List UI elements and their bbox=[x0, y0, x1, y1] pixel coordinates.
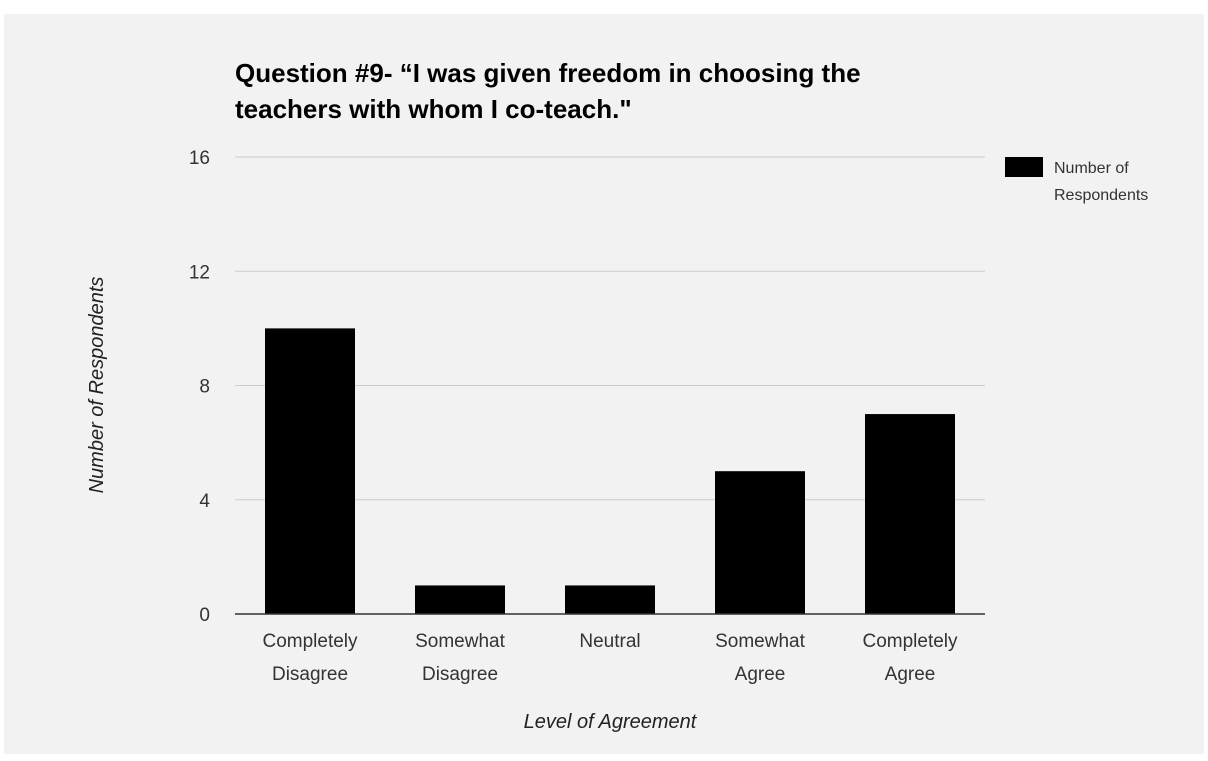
x-tick-label-line: Somewhat bbox=[415, 631, 505, 652]
chart-title: Question #9- “I was given freedom in cho… bbox=[235, 55, 995, 127]
bar bbox=[415, 585, 505, 614]
chart-title-line-2: teachers with whom I co-teach." bbox=[235, 94, 632, 124]
y-tick-label: 16 bbox=[189, 148, 210, 169]
x-tick-label-line: Agree bbox=[885, 664, 936, 685]
legend-label-line-1: Number of bbox=[1054, 160, 1129, 177]
y-tick-label: 8 bbox=[199, 377, 210, 398]
x-tick-label-line: Disagree bbox=[272, 664, 348, 685]
gridlines bbox=[235, 156, 985, 501]
x-axis-title: Level of Agreement bbox=[524, 711, 698, 733]
bar bbox=[565, 585, 655, 614]
x-tick-label-line: Somewhat bbox=[715, 631, 805, 652]
x-tick-label: Completely Disagree bbox=[262, 631, 358, 685]
bars bbox=[265, 328, 955, 614]
legend-swatch bbox=[1005, 157, 1043, 177]
x-tick-label-line: Completely bbox=[262, 631, 358, 652]
x-tick-label: Completely Agree bbox=[862, 631, 958, 685]
y-tick-label: 4 bbox=[199, 491, 210, 512]
y-tick-label: 0 bbox=[199, 605, 210, 626]
y-tick-label: 12 bbox=[189, 262, 210, 283]
x-tick-label-line: Agree bbox=[735, 664, 786, 685]
y-axis-title: Number of Respondents bbox=[86, 277, 108, 494]
x-tick-label: Somewhat Agree bbox=[715, 631, 805, 685]
x-tick-label: Somewhat Disagree bbox=[415, 631, 505, 685]
chart-title-line-1: Question #9- “I was given freedom in cho… bbox=[235, 58, 861, 88]
legend-label-line-2: Respondents bbox=[1054, 187, 1148, 204]
chart-area bbox=[4, 14, 1204, 754]
x-tick-labels: Completely Disagree Somewhat Disagree Neutra… bbox=[262, 631, 958, 685]
x-tick-label-line: Disagree bbox=[422, 664, 498, 685]
y-tick-labels: 0 4 8 12 16 bbox=[189, 148, 211, 626]
bar bbox=[715, 471, 805, 614]
x-tick-label-line: Completely bbox=[862, 631, 958, 652]
x-tick-label: Neutral bbox=[579, 631, 640, 652]
bar bbox=[265, 328, 355, 614]
x-tick-label-line: Neutral bbox=[579, 631, 640, 652]
bar bbox=[865, 414, 955, 614]
legend: Number of Respondents bbox=[1005, 157, 1148, 204]
